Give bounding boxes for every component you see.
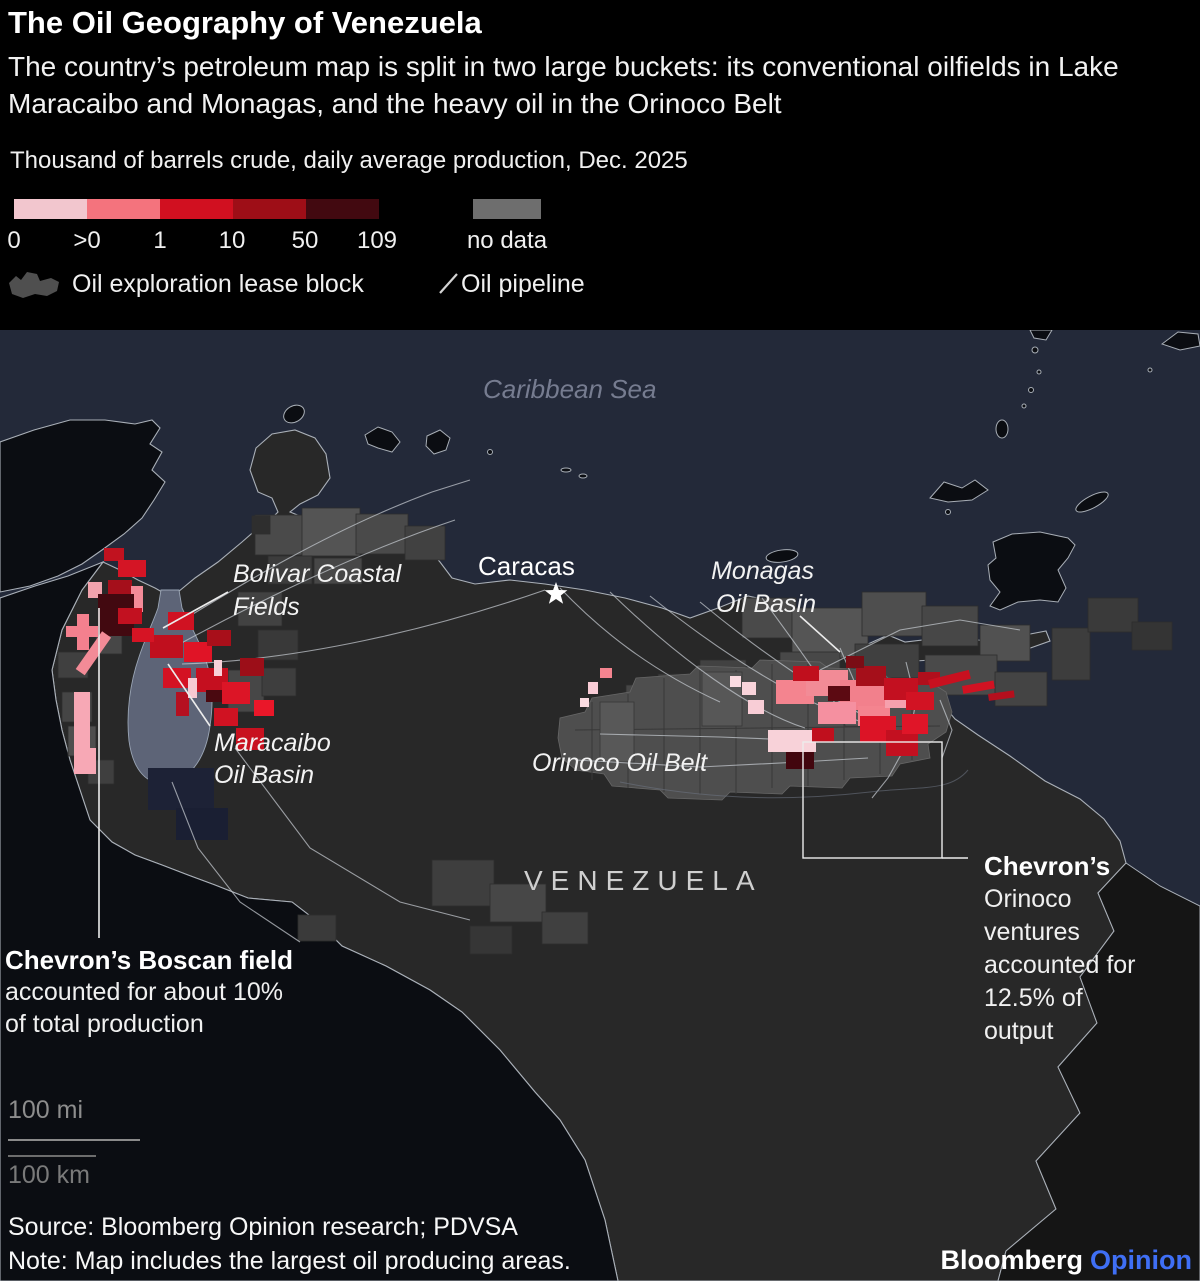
label-bolivar-coastal-fields: Bolivar Coastal Fields [233, 560, 408, 621]
scale-swatch-2 [160, 199, 233, 219]
guajira-peninsula [0, 419, 166, 593]
caribbean-islands [283, 330, 1200, 611]
scale-tick-0: 0 [7, 227, 21, 254]
lease-block-icon [9, 272, 59, 298]
lake-south-block [148, 768, 214, 810]
scale-swatch-0 [14, 199, 87, 219]
brand-opinion: Opinion [1090, 1245, 1192, 1275]
footer: Source: Bloomberg Opinion research; PDVS… [8, 1210, 571, 1278]
production-blocks-west [66, 548, 274, 774]
page-subtitle: The country’s petroleum map is split in … [8, 51, 1119, 119]
scale-tick-1: 1 [153, 227, 167, 254]
scale-tick-gt0: >0 [73, 227, 101, 254]
note-line: Note: Map includes the largest oil produ… [8, 1247, 571, 1275]
brand-bloomberg: Bloomberg [940, 1245, 1084, 1275]
legend-symbols-row: Oil exploration lease block Oil pipeline [0, 266, 1200, 304]
annotation-orinoco-line6: output [984, 1017, 1054, 1045]
annotation-orinoco-line3: ventures [984, 918, 1080, 946]
pipeline-label: Oil pipeline [461, 270, 585, 298]
label-venezuela: VENEZUELA [524, 865, 763, 896]
trinidad-island [987, 531, 1076, 611]
annotation-orinoco-line5: 12.5% of [984, 984, 1083, 1012]
annotation-boscan-title: Chevron’s Boscan field [5, 945, 293, 975]
scalebar-miles-line [8, 1139, 140, 1141]
pipeline-icon [439, 273, 458, 294]
scale-swatch-1 [87, 199, 160, 219]
scale-swatch-4 [306, 199, 379, 219]
annotation-orinoco-line4: accounted for [984, 951, 1136, 979]
no-data-label: no data [466, 227, 548, 254]
scalebar-miles-label: 100 mi [8, 1096, 84, 1124]
scalebar-km-label: 100 km [8, 1161, 90, 1189]
venezuela-oil-map: Caribbean Sea Caracas Bolivar Coastal Fi… [0, 330, 1200, 1281]
scale-tick-109: 109 [356, 227, 398, 254]
legend-title: Thousand of barrels crude, daily average… [10, 147, 688, 174]
source-line: Source: Bloomberg Opinion research; PDVS… [8, 1213, 518, 1241]
guyana-landmass [997, 862, 1200, 1281]
caracas-star-icon [544, 582, 568, 604]
scale-tick-10: 10 [218, 227, 246, 254]
no-data-swatch [473, 199, 541, 219]
label-monagas-oil-basin: Monagas Oil Basin [711, 557, 821, 618]
label-orinoco-oil-belt: Orinoco Oil Belt [532, 749, 708, 777]
label-maracaibo-oil-basin: Maracaibo Oil Basin [214, 729, 338, 789]
annotation-chevron-orinoco: Chevron’s Orinoco ventures accounted for… [984, 850, 1136, 1048]
production-blocks-east [580, 656, 1015, 769]
annotation-boscan-line3: of total production [5, 1010, 204, 1038]
oil-pipelines [169, 479, 1021, 943]
color-scale-ramp [14, 199, 379, 219]
page-title: The Oil Geography of Venezuela [8, 5, 482, 40]
annotation-boscan-line2: accounted for about 10% [5, 978, 283, 1006]
chevron-orinoco-box [802, 741, 943, 859]
scale-swatch-3 [233, 199, 306, 219]
lease-block-label: Oil exploration lease block [72, 270, 364, 298]
leader-lines [98, 591, 968, 938]
label-caracas: Caracas [478, 551, 575, 581]
annotation-orinoco-title: Chevron’s [984, 851, 1111, 881]
label-caribbean-sea: Caribbean Sea [483, 374, 656, 404]
annotation-boscan-field: Chevron’s Boscan field accounted for abo… [5, 944, 293, 1040]
annotation-orinoco-line2: Orinoco [984, 885, 1072, 913]
bloomberg-opinion-logo: Bloomberg Opinion [941, 1245, 1193, 1276]
scale-tick-50: 50 [291, 227, 319, 254]
scalebar-km-line [8, 1155, 96, 1157]
